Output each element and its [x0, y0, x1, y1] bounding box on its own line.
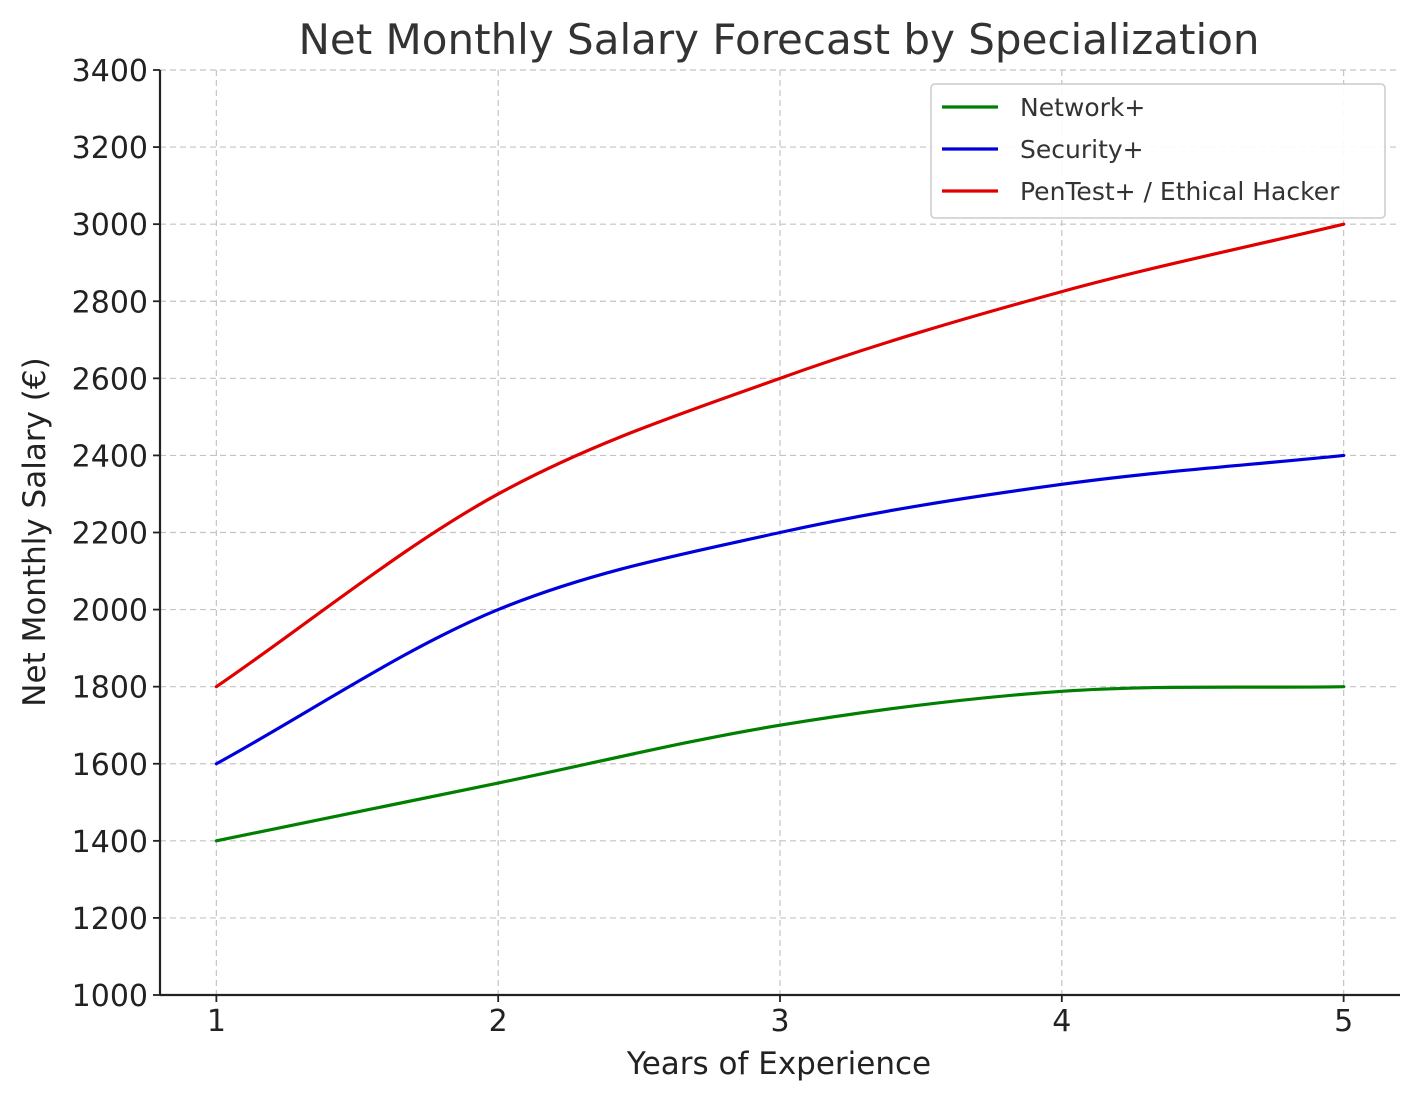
series-line-1: [214, 453, 1346, 766]
legend-items: Network+ Security+ PenTest+ / Ethical Hack…: [942, 93, 1340, 206]
y-tick-label: 2400: [72, 439, 148, 474]
x-tick-label: 4: [1052, 1004, 1071, 1039]
y-axis-label: Net Monthly Salary (€): [17, 357, 53, 706]
legend-label-0: Network+: [1020, 93, 1145, 122]
y-tick-label: 1600: [72, 748, 148, 783]
tick-labels: 1000 1200 1400 1600 1800 2000 2200 2400 2600 2800…: [72, 54, 1354, 1039]
y-tick-label: 3000: [72, 208, 148, 243]
y-tick-label: 3400: [72, 54, 148, 89]
x-axis-label: Years of Experience: [626, 1046, 931, 1082]
legend: Network+ Security+ PenTest+ / Ethical Hack…: [930, 83, 1386, 219]
x-tick-label: 1: [207, 1004, 226, 1039]
y-tick-label: 2800: [72, 285, 148, 320]
x-tick-label: 2: [489, 1004, 508, 1039]
legend-label-1: Security+: [1020, 135, 1144, 164]
chart-title: Net Monthly Salary Forecast by Specializ…: [298, 15, 1259, 64]
x-tick-label: 3: [770, 1004, 789, 1039]
y-tick-label: 1800: [72, 671, 148, 706]
series-line-0: [214, 685, 1346, 843]
y-tick-label: 1200: [72, 902, 148, 937]
y-tick-label: 2000: [72, 594, 148, 629]
legend-box: [930, 83, 1386, 219]
y-tick-label: 2200: [72, 517, 148, 552]
series-lines: [214, 222, 1346, 843]
series-line-2: [214, 222, 1346, 689]
y-tick-label: 3200: [72, 131, 148, 166]
y-tick-label: 2600: [72, 362, 148, 397]
y-tick-label: 1400: [72, 825, 148, 860]
x-tick-label: 5: [1334, 1004, 1353, 1039]
y-tick-label: 1000: [72, 979, 148, 1014]
legend-label-2: PenTest+ / Ethical Hacker: [1020, 177, 1340, 206]
